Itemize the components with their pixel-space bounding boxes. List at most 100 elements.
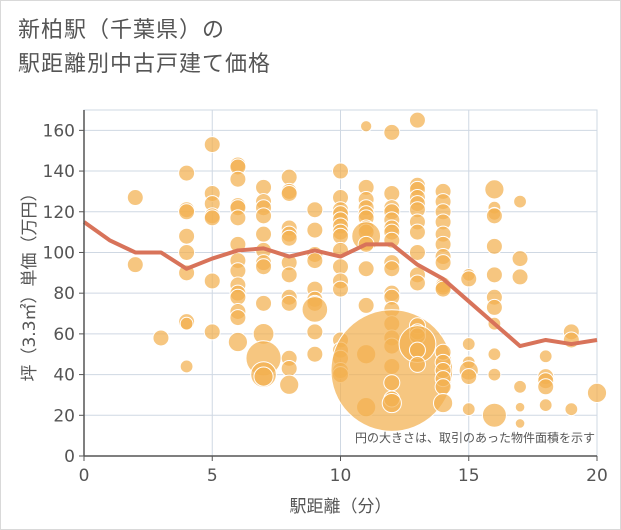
bubble [485, 266, 503, 284]
average-price-line [82, 220, 598, 349]
bubble [383, 260, 401, 278]
bubble [255, 225, 273, 243]
bubble [306, 201, 324, 219]
bubble [537, 378, 555, 396]
x-tick-label: 20 [586, 466, 608, 486]
y-tick-label: 40 [53, 366, 75, 386]
y-tick-label: 140 [43, 162, 75, 182]
bubble [460, 270, 478, 288]
bubble [179, 359, 194, 374]
y-axis-label: 坪（3.3㎡）単価（万円） [20, 184, 40, 381]
bubble [408, 111, 426, 129]
bubble [408, 341, 426, 359]
bubble [538, 398, 553, 413]
bubble [229, 262, 247, 280]
bubble [280, 266, 298, 284]
bubble [461, 402, 476, 417]
bubble [357, 260, 375, 278]
x-tick-label: 10 [330, 466, 352, 486]
bubble [383, 374, 401, 392]
x-tick-label: 5 [207, 466, 218, 486]
x-tick-label: 0 [79, 466, 90, 486]
bubble [586, 382, 608, 404]
bubble [564, 402, 579, 417]
bubble [203, 272, 221, 290]
bubble [381, 392, 402, 414]
size-note: 円の大きさは、取引のあった物件面積を示す [355, 430, 595, 445]
bubble [408, 274, 426, 292]
bubble [408, 223, 426, 241]
bubble [513, 379, 527, 394]
bubble [203, 209, 221, 227]
bubble [178, 164, 196, 182]
bubble [485, 298, 503, 316]
bubble [481, 402, 507, 428]
bubble [360, 120, 373, 133]
bubble [280, 229, 298, 247]
bubble [332, 280, 349, 298]
bubble [408, 243, 426, 261]
y-tick-label: 100 [43, 243, 75, 263]
axes: 0 20 40 60 80 100 120 140 160 0 5 10 15 20 [43, 110, 608, 486]
bubble [306, 252, 324, 270]
y-tick-label: 60 [53, 325, 75, 345]
bubble [433, 392, 454, 414]
bubble [255, 258, 273, 276]
bubble [178, 243, 196, 261]
bubble [357, 296, 375, 314]
bubble [306, 221, 324, 239]
chart-title: 新柏駅（千葉県）の 駅距離別中古戸建て価格 [18, 14, 271, 82]
bubble [383, 123, 401, 141]
bubble [227, 331, 248, 353]
bubble [511, 268, 529, 286]
bubble [434, 378, 452, 396]
bubble [461, 337, 476, 351]
chart-title-line1: 新柏駅（千葉県）の [18, 18, 226, 43]
y-tick-label: 0 [64, 447, 75, 467]
bubble-layer [126, 111, 608, 432]
y-tick-label: 80 [53, 284, 75, 304]
bubble [280, 184, 298, 202]
average-line-layer [82, 220, 598, 349]
bubble [514, 418, 526, 429]
bubble [484, 179, 505, 200]
y-tick-label: 120 [43, 203, 75, 223]
bubble [280, 294, 298, 312]
bubble [253, 366, 274, 387]
x-axis-label: 駅距離（分） [290, 497, 392, 517]
bubble [178, 227, 196, 245]
bubble [487, 347, 502, 362]
bubble [408, 355, 426, 373]
bubble [301, 296, 329, 323]
bubble [126, 189, 144, 207]
bubble [203, 323, 221, 341]
bubble [383, 184, 401, 202]
bubble [306, 323, 324, 341]
bubble [485, 237, 503, 255]
bubble [332, 162, 349, 180]
bubble [487, 367, 502, 382]
bubble [306, 345, 324, 363]
bubble [178, 203, 196, 221]
chart-title-line2: 駅距離別中古戸建て価格 [18, 52, 272, 77]
bubble [152, 329, 170, 347]
bubble [511, 250, 529, 268]
y-tick-label: 160 [43, 121, 75, 141]
bubble [514, 401, 526, 413]
bubble [538, 349, 553, 364]
bubble [229, 309, 247, 327]
bubble [332, 258, 349, 276]
bubble [229, 209, 247, 227]
bubble [332, 227, 349, 245]
bubble [179, 316, 194, 331]
x-tick-label: 15 [458, 466, 480, 486]
bubble [434, 254, 452, 272]
bubble [255, 178, 273, 196]
y-tick-label: 20 [53, 406, 75, 426]
bubble [280, 168, 298, 186]
bubble [126, 256, 144, 274]
bubble [460, 368, 478, 386]
bubble [203, 136, 221, 154]
bubble [229, 170, 247, 188]
